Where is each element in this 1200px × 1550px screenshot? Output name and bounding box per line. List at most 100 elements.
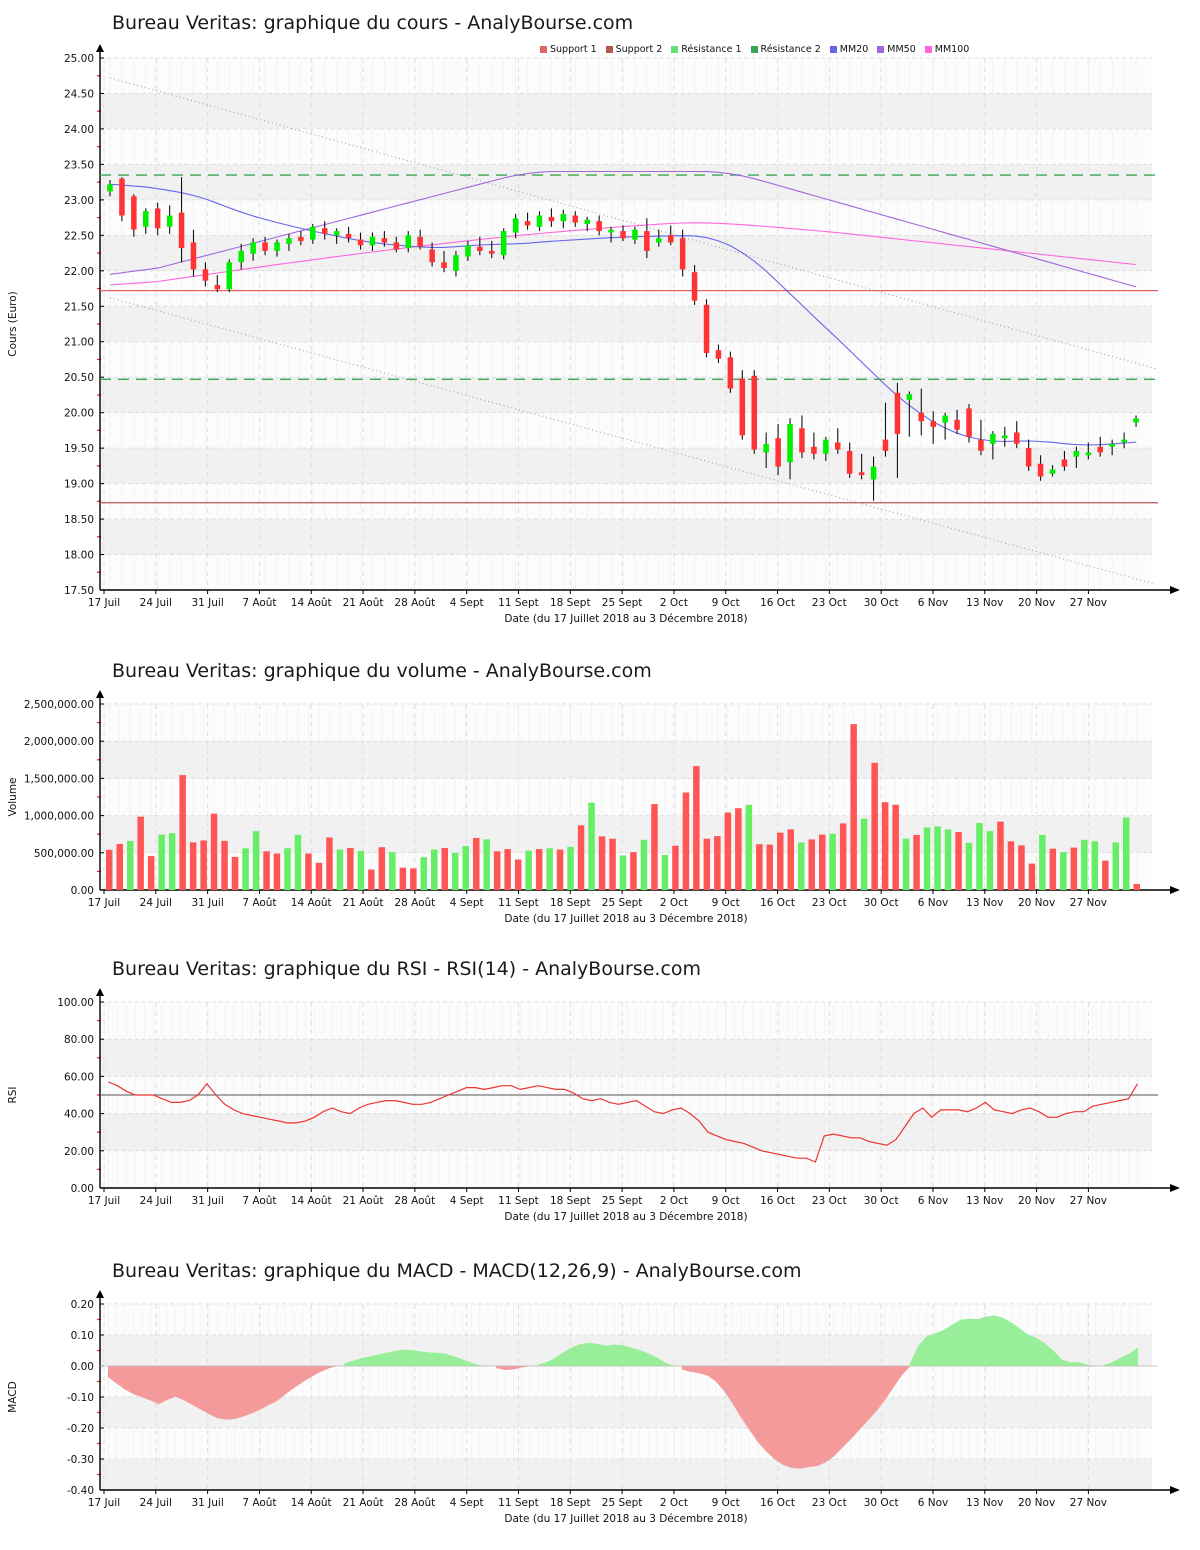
svg-text:19.00: 19.00 <box>64 479 94 491</box>
svg-text:2,000,000.00: 2,000,000.00 <box>24 736 94 748</box>
svg-text:31 Juil: 31 Juil <box>191 897 223 909</box>
svg-text:9 Oct: 9 Oct <box>712 1195 740 1207</box>
legend-label-mm100: MM100 <box>934 44 970 55</box>
svg-text:21.50: 21.50 <box>64 301 94 313</box>
legend-label-mm20: MM20 <box>839 44 869 55</box>
svg-text:9 Oct: 9 Oct <box>712 897 740 909</box>
svg-text:28 Août: 28 Août <box>394 1497 435 1509</box>
svg-text:21 Août: 21 Août <box>343 897 384 909</box>
svg-text:0.00: 0.00 <box>71 1361 94 1373</box>
svg-text:28 Août: 28 Août <box>394 897 435 909</box>
svg-text:6 Nov: 6 Nov <box>918 1195 949 1207</box>
svg-text:20 Nov: 20 Nov <box>1018 597 1055 609</box>
svg-text:6 Nov: 6 Nov <box>918 597 949 609</box>
legend-label-mm50: MM50 <box>887 44 916 55</box>
svg-text:7 Août: 7 Août <box>242 597 276 609</box>
svg-text:25 Sept: 25 Sept <box>602 1497 643 1509</box>
legend-item-support-2: Support 2 <box>605 44 663 55</box>
svg-text:16 Oct: 16 Oct <box>760 597 795 609</box>
svg-text:MACD: MACD <box>7 1381 19 1412</box>
svg-text:0.00: 0.00 <box>71 1183 94 1195</box>
svg-text:17 Juil: 17 Juil <box>88 597 120 609</box>
price-chart-panel: Bureau Veritas: graphique du cours - Ana… <box>0 0 1200 640</box>
macd-chart-plot[interactable]: 0.20 0.10 0.00 -0.10 -0.20 -0.30 -0.40 MACD 17 J… <box>0 1290 1200 1540</box>
svg-text:14 Août: 14 Août <box>291 597 332 609</box>
svg-text:80.00: 80.00 <box>64 1034 94 1046</box>
svg-text:40.00: 40.00 <box>64 1109 94 1121</box>
svg-text:18 Sept: 18 Sept <box>550 597 591 609</box>
svg-text:20.50: 20.50 <box>64 372 94 384</box>
svg-text:30 Oct: 30 Oct <box>864 1195 899 1207</box>
legend-label-resistance-1: Résistance 1 <box>681 44 742 55</box>
svg-text:21 Août: 21 Août <box>343 1497 384 1509</box>
svg-text:2 Oct: 2 Oct <box>660 897 688 909</box>
svg-text:27 Nov: 27 Nov <box>1070 1195 1107 1207</box>
svg-text:11 Sept: 11 Sept <box>498 597 539 609</box>
rsi-chart-plot[interactable]: 100.00 80.00 60.00 40.00 20.00 0.00 RSI 17 Juil… <box>0 988 1200 1238</box>
svg-text:18 Sept: 18 Sept <box>550 1195 591 1207</box>
svg-text:13 Nov: 13 Nov <box>966 897 1003 909</box>
legend-swatch-mm100 <box>924 46 932 53</box>
svg-text:6 Nov: 6 Nov <box>918 897 949 909</box>
svg-text:2 Oct: 2 Oct <box>660 597 688 609</box>
svg-text:30 Oct: 30 Oct <box>864 897 899 909</box>
svg-text:24.50: 24.50 <box>64 88 94 100</box>
svg-text:24 Juil: 24 Juil <box>140 897 172 909</box>
svg-text:17.50: 17.50 <box>64 585 94 597</box>
svg-text:60.00: 60.00 <box>64 1071 94 1083</box>
svg-text:17 Juil: 17 Juil <box>88 897 120 909</box>
svg-text:-0.20: -0.20 <box>67 1423 94 1435</box>
svg-text:30 Oct: 30 Oct <box>864 1497 899 1509</box>
svg-text:13 Nov: 13 Nov <box>966 1195 1003 1207</box>
svg-text:19.50: 19.50 <box>64 443 94 455</box>
legend-item-mm20: MM20 <box>829 44 869 55</box>
svg-text:Volume: Volume <box>7 777 19 816</box>
legend-label-support-2: Support 2 <box>615 44 663 55</box>
svg-text:14 Août: 14 Août <box>291 897 332 909</box>
legend-item-mm50: MM50 <box>877 44 916 55</box>
svg-text:11 Sept: 11 Sept <box>498 1195 539 1207</box>
svg-text:Date (du 17 Juillet 2018 au 3: Date (du 17 Juillet 2018 au 3 Décembre 2… <box>504 613 747 625</box>
svg-text:23.50: 23.50 <box>64 159 94 171</box>
legend-item-mm100: MM100 <box>924 44 970 55</box>
price-chart-plot[interactable]: 25.00 24.50 24.00 23.50 23.00 22.50 22.00 21.50… <box>0 40 1200 640</box>
volume-chart-plot[interactable]: 2,500,000.00 2,000,000.00 1,500,000.00 1,00… <box>0 690 1200 940</box>
svg-text:31 Juil: 31 Juil <box>191 1497 223 1509</box>
legend-label-support-1: Support 1 <box>550 44 597 55</box>
svg-text:20 Nov: 20 Nov <box>1018 1497 1055 1509</box>
svg-text:31 Juil: 31 Juil <box>191 597 223 609</box>
svg-text:24 Juil: 24 Juil <box>140 597 172 609</box>
svg-text:2 Oct: 2 Oct <box>660 1497 688 1509</box>
svg-text:25 Sept: 25 Sept <box>602 1195 643 1207</box>
svg-text:23 Oct: 23 Oct <box>812 897 847 909</box>
legend-item-resistance-2: Résistance 2 <box>750 44 821 55</box>
svg-text:11 Sept: 11 Sept <box>498 897 539 909</box>
svg-text:31 Juil: 31 Juil <box>191 1195 223 1207</box>
svg-text:2,500,000.00: 2,500,000.00 <box>24 699 94 711</box>
svg-text:2 Oct: 2 Oct <box>660 1195 688 1207</box>
svg-text:17 Juil: 17 Juil <box>88 1497 120 1509</box>
svg-text:9 Oct: 9 Oct <box>712 597 740 609</box>
svg-text:24.00: 24.00 <box>64 124 94 136</box>
svg-text:18 Sept: 18 Sept <box>550 1497 591 1509</box>
svg-text:7 Août: 7 Août <box>242 897 276 909</box>
svg-text:28 Août: 28 Août <box>394 597 435 609</box>
svg-text:18 Sept: 18 Sept <box>550 897 591 909</box>
svg-text:25.00: 25.00 <box>64 53 94 65</box>
legend-item-resistance-1: Résistance 1 <box>671 44 742 55</box>
legend-label-resistance-2: Résistance 2 <box>760 44 821 55</box>
svg-text:27 Nov: 27 Nov <box>1070 897 1107 909</box>
legend-swatch-mm20 <box>829 46 837 53</box>
svg-text:28 Août: 28 Août <box>394 1195 435 1207</box>
macd-chart-title: Bureau Veritas: graphique du MACD - MACD… <box>112 1260 802 1282</box>
svg-text:23 Oct: 23 Oct <box>812 1497 847 1509</box>
svg-text:0.00: 0.00 <box>71 885 94 897</box>
svg-text:4 Sept: 4 Sept <box>450 1497 484 1509</box>
svg-text:Date (du 17 Juillet 2018 au 3: Date (du 17 Juillet 2018 au 3 Décembre 2… <box>504 913 747 925</box>
svg-text:1,500,000.00: 1,500,000.00 <box>24 773 94 785</box>
svg-text:18.50: 18.50 <box>64 514 94 526</box>
svg-text:22.50: 22.50 <box>64 230 94 242</box>
rsi-chart-title: Bureau Veritas: graphique du RSI - RSI(1… <box>112 958 702 980</box>
legend-swatch-support-2 <box>605 46 613 53</box>
svg-text:25 Sept: 25 Sept <box>602 897 643 909</box>
